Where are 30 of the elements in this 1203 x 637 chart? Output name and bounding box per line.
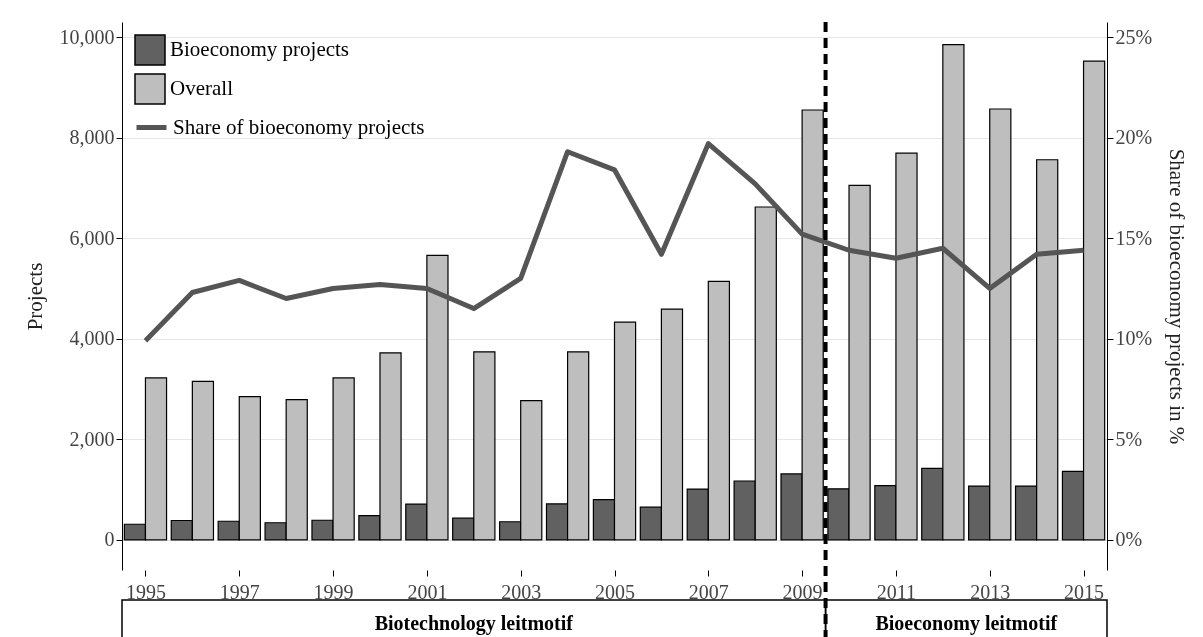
- legend-label: Share of bioeconomy projects: [173, 114, 425, 139]
- y-tick-label: 4,000: [69, 327, 115, 350]
- y-tick-label: 10,000: [59, 25, 115, 48]
- x-tick-label: 2003: [501, 580, 542, 603]
- y2-tick-label: 20%: [1115, 126, 1153, 149]
- y2-tick-label: 10%: [1115, 327, 1153, 350]
- y2-tick-label: 5%: [1115, 427, 1143, 450]
- x-tick-label: 1999: [313, 580, 354, 603]
- x-tick-label: 2015: [1064, 580, 1105, 603]
- text: Biotechnology leitmotif: [374, 612, 574, 635]
- x-tick-label: 2011: [876, 580, 917, 603]
- x-tick-label: 2001: [407, 580, 448, 603]
- x-tick-label: 2007: [688, 580, 729, 603]
- x-tick-label: 1997: [219, 580, 260, 603]
- legend-label: Bioeconomy projects: [170, 37, 350, 61]
- y-tick-label: 2,000: [69, 427, 115, 450]
- x-tick-label: 2013: [970, 580, 1011, 603]
- y2-tick-label: 0%: [1115, 528, 1143, 551]
- y-tick-label: 6,000: [69, 226, 115, 249]
- x-tick-label: 1995: [125, 580, 166, 603]
- y2-axis-title: Share of bioeconomy projects in %: [1165, 148, 1190, 445]
- text: Bioeconomy leitmotif: [875, 612, 1058, 635]
- y2-tick-label: 15%: [1115, 226, 1153, 249]
- y-tick-label: 8,000: [69, 126, 115, 149]
- legend-label: Overall: [170, 76, 234, 100]
- y-tick-label: 0: [104, 528, 115, 551]
- x-tick-label: 2005: [595, 580, 635, 603]
- y-axis-title: Projects: [22, 262, 47, 331]
- x-tick-label: 2009: [782, 580, 823, 603]
- y2-tick-label: 25%: [1115, 25, 1153, 48]
